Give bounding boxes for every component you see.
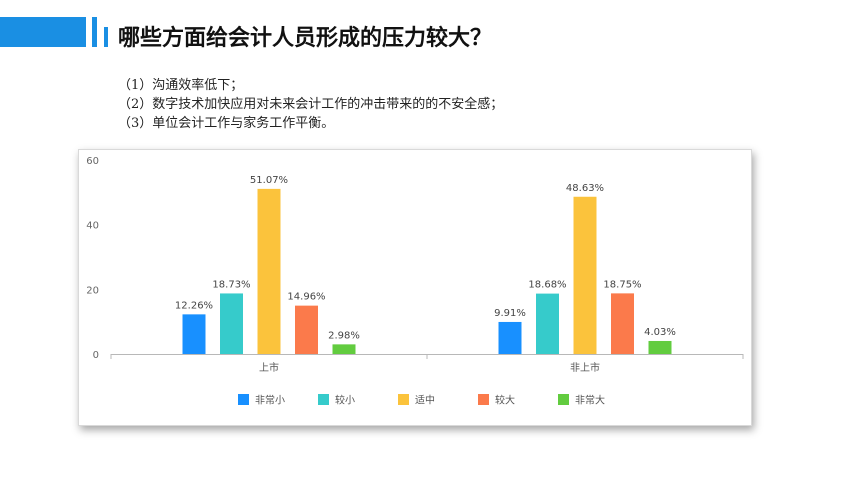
legend-swatch [398, 394, 409, 405]
data-label: 48.63% [566, 183, 604, 194]
point-item-2: （2）数字技术加快应用对未来会计工作的冲击带来的的不安全感； [118, 97, 504, 112]
y-tick-label: 60 [86, 156, 99, 167]
title-accent-bar [0, 17, 86, 47]
data-label: 18.73% [212, 279, 250, 290]
x-tick-label: 非上市 [570, 361, 600, 374]
slide-title: 哪些方面给会计人员形成的压力较大？ [118, 26, 493, 51]
bar [536, 293, 559, 354]
legend-swatch [238, 394, 249, 405]
bar [332, 344, 356, 354]
point-item-1: （1）沟通效率低下； [118, 78, 244, 93]
bar-chart: 0 20 40 60 12.26% 18.73% 51.07% 14.96% 2.98% 上市 9.… [86, 156, 744, 407]
data-label: 18.68% [528, 280, 566, 291]
legend-swatch [558, 394, 569, 405]
data-label: 14.96% [287, 292, 325, 303]
legend-label: 较小 [335, 394, 355, 407]
legend-label: 较大 [495, 394, 515, 407]
title-accent-tick [92, 17, 97, 47]
legend-label: 非常大 [575, 394, 605, 407]
data-label: 12.26% [175, 300, 213, 311]
y-tick-label: 40 [86, 221, 99, 232]
legend-label: 适中 [415, 394, 435, 407]
data-label: 51.07% [250, 175, 288, 186]
data-label: 18.75% [603, 279, 641, 290]
data-label: 9.91% [494, 308, 526, 319]
bar [182, 314, 206, 354]
bar [498, 321, 522, 354]
chart-card: 0 20 40 60 12.26% 18.73% 51.07% 14.96% 2.98% 上市 9.… [78, 149, 752, 426]
legend-swatch [318, 394, 329, 405]
bar [220, 293, 243, 354]
x-tick-label: 上市 [259, 361, 279, 374]
title-accent-tick-small [104, 27, 108, 47]
point-item-3: （3）单位会计工作与家务工作平衡。 [118, 116, 335, 131]
bar [295, 305, 318, 354]
bar [257, 188, 281, 354]
legend-label: 非常小 [255, 394, 285, 407]
bar [648, 340, 672, 354]
point-list: （1）沟通效率低下； （2）数字技术加快应用对未来会计工作的冲击带来的的不安全感… [118, 76, 503, 133]
y-tick-label: 20 [86, 285, 99, 296]
y-tick-label: 0 [93, 350, 99, 361]
data-label: 4.03% [644, 327, 676, 338]
legend-swatch [478, 394, 489, 405]
data-label: 2.98% [328, 330, 360, 341]
bar [573, 196, 597, 354]
bar [611, 293, 634, 354]
